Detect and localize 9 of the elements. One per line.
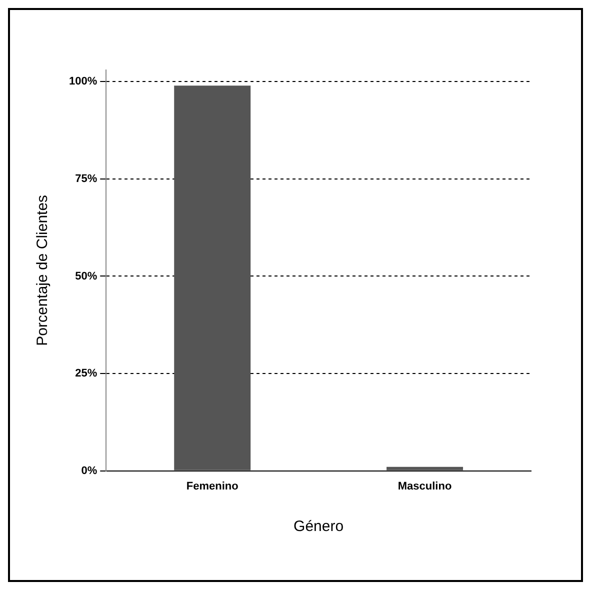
- y-axis-title: Porcentaje de Clientes: [34, 194, 52, 346]
- x-tick-label: Masculino: [398, 480, 452, 492]
- y-tick-label: 50%: [75, 270, 98, 282]
- y-tick-label: 25%: [75, 368, 98, 380]
- x-axis-title: Género: [294, 518, 344, 536]
- y-tick-label: 75%: [75, 172, 98, 185]
- y-tick-label: 100%: [68, 76, 98, 88]
- y-tick-label: 0%: [81, 464, 98, 477]
- x-tick-label: Femenino: [186, 480, 239, 492]
